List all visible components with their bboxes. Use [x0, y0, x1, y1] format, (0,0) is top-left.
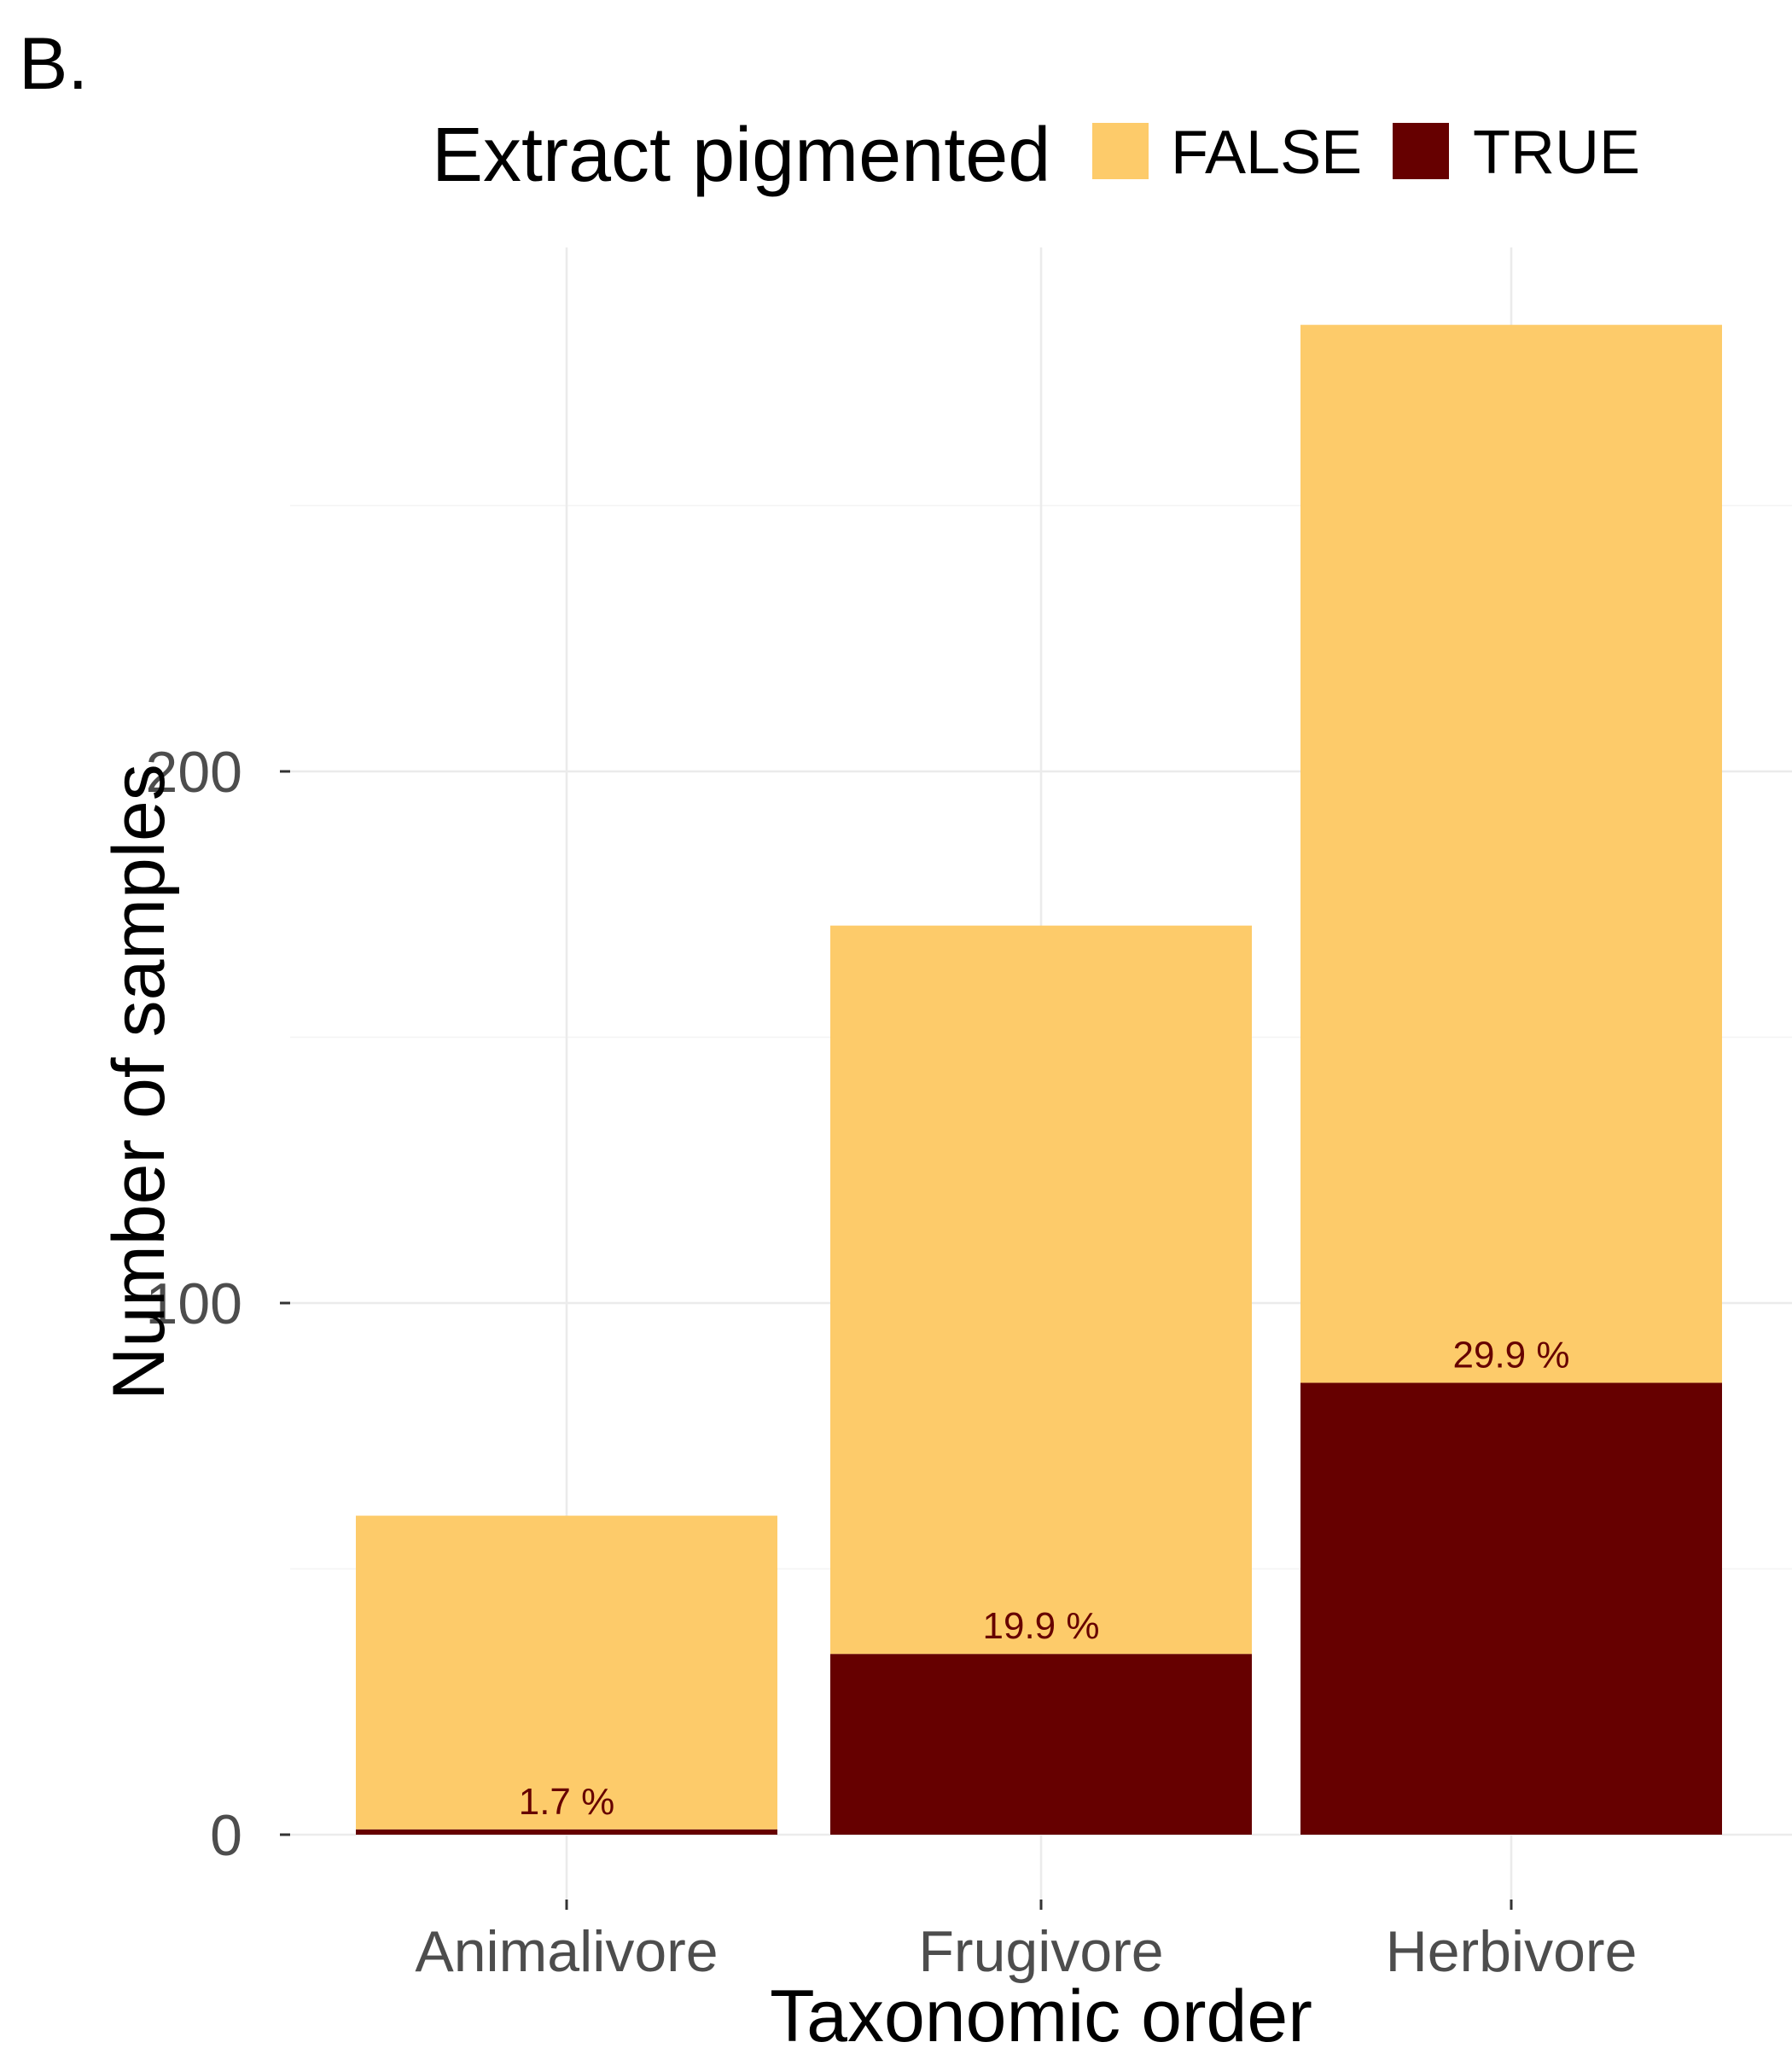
legend-label-false: FALSE [1171, 119, 1362, 187]
y-tick-label: 0 [210, 1803, 242, 1868]
legend: Extract pigmented FALSE TRUE [432, 113, 1640, 198]
bar-true-herbivore [1300, 1382, 1722, 1835]
legend-title: Extract pigmented [432, 113, 1050, 198]
x-tick-label-animalivore: Animalivore [415, 1919, 718, 1984]
bars [356, 324, 1722, 1835]
bar-label-animalivore: 1.7 % [519, 1781, 615, 1823]
x-axis: Animalivore Frugivore Herbivore [415, 1900, 1637, 1984]
x-axis-title: Taxonomic order [770, 1975, 1312, 2048]
y-axis: 0 100 200 [146, 740, 290, 1868]
bar-true-frugivore [830, 1654, 1252, 1835]
bar-label-herbivore: 29.9 % [1453, 1334, 1570, 1376]
bar-labels: 1.7 % 19.9 % 29.9 % [519, 1334, 1570, 1822]
legend-label-true: TRUE [1473, 119, 1640, 187]
legend-key-false [1092, 123, 1149, 179]
bar-true-animalivore [356, 1829, 777, 1835]
bar-false-animalivore [356, 1516, 777, 1830]
x-tick-label-herbivore: Herbivore [1386, 1919, 1638, 1984]
panel-tag: B. [19, 23, 88, 105]
bar-false-herbivore [1300, 324, 1722, 1383]
bar-label-frugivore: 19.9 % [983, 1605, 1100, 1647]
y-axis-title: Number of samples [98, 764, 180, 1400]
y-tick-label: 200 [146, 740, 242, 805]
x-tick-label-frugivore: Frugivore [918, 1919, 1163, 1984]
bar-false-frugivore [830, 925, 1252, 1655]
legend-key-true [1393, 123, 1449, 179]
y-tick-label: 100 [146, 1271, 242, 1336]
